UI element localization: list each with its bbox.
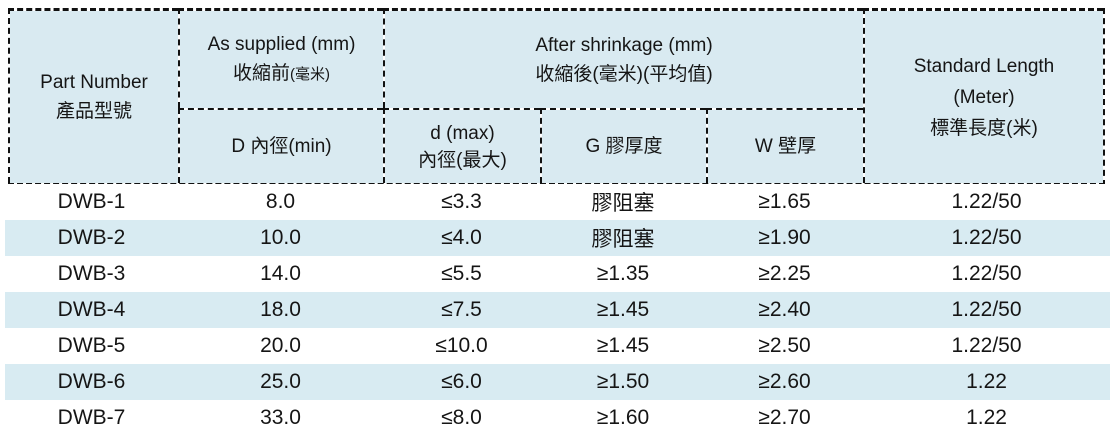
cell-standard-length: 1.22/50 bbox=[951, 262, 1022, 285]
cell-standard-length: 1.22/50 bbox=[951, 190, 1022, 213]
cell-w-thickness: ≥2.60 bbox=[758, 370, 811, 393]
table-row: DWB-1 8.0 ≤3.3 膠阻塞 ≥1.65 1.22/50 bbox=[5, 184, 1110, 220]
cell-g-thickness: ≥1.35 bbox=[596, 262, 650, 285]
cell-d-max: ≤7.5 bbox=[441, 298, 482, 321]
cell-g-thickness: 膠阻塞 bbox=[591, 192, 655, 215]
cell-w-thickness: ≥1.90 bbox=[758, 226, 811, 249]
cell-d-min: 14.0 bbox=[260, 262, 301, 285]
spec-table-body: DWB-1 8.0 ≤3.3 膠阻塞 ≥1.65 1.22/50 DWB-2 1… bbox=[5, 184, 1110, 436]
cell-d-min: 8.0 bbox=[265, 190, 296, 213]
cell-d-max: ≤5.5 bbox=[441, 262, 482, 285]
spec-table-header: Part Number 產品型號 As supplied (mm) 收縮前(毫米… bbox=[8, 8, 1105, 186]
header-standard-length: Standard Length (Meter) 標準長度(米) bbox=[863, 8, 1103, 183]
header-standard-length-en1: Standard Length bbox=[913, 55, 1055, 77]
subheader-g-label: G 膠厚度 bbox=[585, 136, 663, 157]
table-row: DWB-4 18.0 ≤7.5 ≥1.45 ≥2.40 1.22/50 bbox=[5, 292, 1110, 328]
cell-d-min: 10.0 bbox=[260, 226, 301, 249]
header-part-number-zh: 產品型號 bbox=[55, 101, 132, 122]
cell-w-thickness: ≥2.70 bbox=[758, 406, 811, 429]
cell-standard-length: 1.22/50 bbox=[951, 334, 1022, 357]
header-after-shrinkage-zh: 收縮後(毫米)(平均值) bbox=[535, 63, 713, 85]
cell-d-min: 25.0 bbox=[260, 370, 301, 393]
cell-w-thickness: ≥2.40 bbox=[758, 298, 811, 321]
table-row: DWB-7 33.0 ≤8.0 ≥1.60 ≥2.70 1.22 bbox=[5, 400, 1110, 436]
table-row: DWB-6 25.0 ≤6.0 ≥1.50 ≥2.60 1.22 bbox=[5, 364, 1110, 400]
cell-part-number: DWB-2 bbox=[57, 226, 126, 249]
header-part-number: Part Number 產品型號 bbox=[8, 8, 178, 183]
cell-d-max: ≤10.0 bbox=[435, 334, 488, 357]
cell-g-thickness: ≥1.50 bbox=[596, 370, 650, 393]
cell-standard-length: 1.22 bbox=[966, 370, 1007, 393]
table-row: DWB-2 10.0 ≤4.0 膠阻塞 ≥1.90 1.22/50 bbox=[5, 220, 1110, 256]
cell-g-thickness: ≥1.45 bbox=[596, 298, 650, 321]
header-standard-length-zh: 標準長度(米) bbox=[930, 117, 1038, 139]
header-as-supplied-zh: 收縮前(毫米) bbox=[233, 59, 330, 89]
header-part-number-en: Part Number bbox=[40, 72, 148, 93]
header-after-shrinkage: After shrinkage (mm) 收縮後(毫米)(平均值) bbox=[383, 8, 863, 108]
header-as-supplied-en: As supplied (mm) bbox=[207, 34, 356, 55]
cell-d-max: ≤6.0 bbox=[441, 370, 482, 393]
cell-part-number: DWB-3 bbox=[57, 262, 126, 285]
cell-d-max: ≤4.0 bbox=[441, 226, 482, 249]
cell-d-min: 18.0 bbox=[260, 298, 301, 321]
table-row: DWB-5 20.0 ≤10.0 ≥1.45 ≥2.50 1.22/50 bbox=[5, 328, 1110, 364]
subheader-g-thickness: G 膠厚度 bbox=[540, 108, 706, 183]
cell-part-number: DWB-6 bbox=[57, 370, 126, 393]
cell-g-thickness: ≥1.45 bbox=[596, 334, 650, 357]
subheader-w-label: W 壁厚 bbox=[754, 136, 817, 157]
subheader-d-min: D 內徑(min) bbox=[178, 108, 383, 183]
cell-g-thickness: ≥1.60 bbox=[596, 406, 650, 429]
header-as-supplied: As supplied (mm) 收縮前(毫米) bbox=[178, 8, 383, 108]
cell-d-max: ≤8.0 bbox=[441, 406, 482, 429]
cell-d-max: ≤3.3 bbox=[441, 190, 482, 213]
subheader-d-max-line1: d (max) bbox=[430, 122, 495, 144]
subheader-d-max-line2: 內徑(最大) bbox=[418, 149, 507, 171]
subheader-d-max: d (max) 內徑(最大) bbox=[383, 108, 540, 183]
cell-part-number: DWB-4 bbox=[57, 298, 126, 321]
cell-w-thickness: ≥1.65 bbox=[758, 190, 811, 213]
cell-standard-length: 1.22/50 bbox=[951, 298, 1022, 321]
cell-part-number: DWB-1 bbox=[57, 190, 126, 213]
cell-w-thickness: ≥2.25 bbox=[758, 262, 811, 285]
header-standard-length-en2: (Meter) bbox=[953, 86, 1015, 108]
table-row: DWB-3 14.0 ≤5.5 ≥1.35 ≥2.25 1.22/50 bbox=[5, 256, 1110, 292]
subheader-w-thickness: W 壁厚 bbox=[706, 108, 863, 183]
cell-standard-length: 1.22 bbox=[966, 406, 1007, 429]
header-as-supplied-zh-main: 收縮前 bbox=[232, 63, 290, 84]
cell-w-thickness: ≥2.50 bbox=[758, 334, 811, 357]
cell-part-number: DWB-7 bbox=[57, 406, 126, 429]
header-after-shrinkage-en: After shrinkage (mm) bbox=[535, 34, 713, 56]
cell-d-min: 20.0 bbox=[260, 334, 301, 357]
cell-part-number: DWB-5 bbox=[57, 334, 126, 357]
header-as-supplied-zh-paren: (毫米) bbox=[290, 66, 330, 83]
cell-g-thickness: 膠阻塞 bbox=[591, 228, 655, 251]
cell-standard-length: 1.22/50 bbox=[951, 226, 1022, 249]
subheader-d-min-label: D 內徑(min) bbox=[231, 136, 332, 157]
cell-d-min: 33.0 bbox=[260, 406, 301, 429]
